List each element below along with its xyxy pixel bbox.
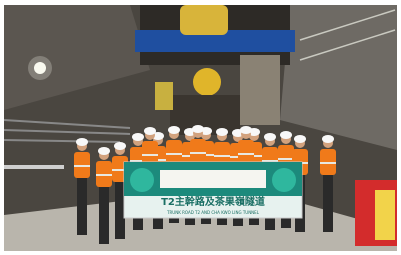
- helmet: [294, 135, 306, 143]
- helmet: [144, 127, 156, 135]
- reflective-strip: [96, 174, 112, 176]
- helmet: [132, 133, 144, 141]
- helmet: [168, 126, 180, 134]
- helmet: [280, 131, 292, 139]
- helmet: [216, 128, 228, 136]
- yellow-pipe: [180, 5, 228, 35]
- banner-logos: [160, 170, 266, 188]
- photo: T2主幹路及茶果嶺隧道 TRUNK ROAD T2 AND CHA KWO LI…: [0, 0, 401, 255]
- sign: [155, 82, 173, 110]
- legs: [77, 173, 87, 235]
- helmet: [114, 142, 126, 150]
- banner: T2主幹路及茶果嶺隧道 TRUNK ROAD T2 AND CHA KWO LI…: [124, 162, 302, 218]
- helmet: [322, 135, 334, 143]
- banner-subtitle: TRUNK ROAD T2 AND CHA KWO LING TUNNEL: [166, 210, 260, 215]
- helmet: [98, 147, 110, 155]
- banner-tunnel-icon: [130, 168, 154, 192]
- reflective-strip: [214, 155, 230, 157]
- pipe-end: [193, 68, 221, 96]
- yellow-sign: [375, 190, 395, 240]
- light-glow: [28, 56, 52, 80]
- legs: [99, 182, 109, 244]
- barrier: [4, 165, 64, 169]
- scaffold: [240, 55, 280, 125]
- reflective-strip: [320, 162, 336, 164]
- reflective-strip: [142, 154, 158, 156]
- banner-title: T2主幹路及茶果嶺隧道: [161, 195, 265, 208]
- reflective-strip: [238, 153, 254, 155]
- reflective-strip: [74, 165, 90, 167]
- legs: [323, 170, 333, 232]
- helmet: [240, 126, 252, 134]
- banner-tunnel-icon: [272, 168, 296, 192]
- reflective-strip: [166, 153, 182, 155]
- helmet: [264, 133, 276, 141]
- helmet: [192, 125, 204, 133]
- reflective-strip: [190, 152, 206, 154]
- helmet: [76, 138, 88, 146]
- reflective-strip: [278, 158, 294, 160]
